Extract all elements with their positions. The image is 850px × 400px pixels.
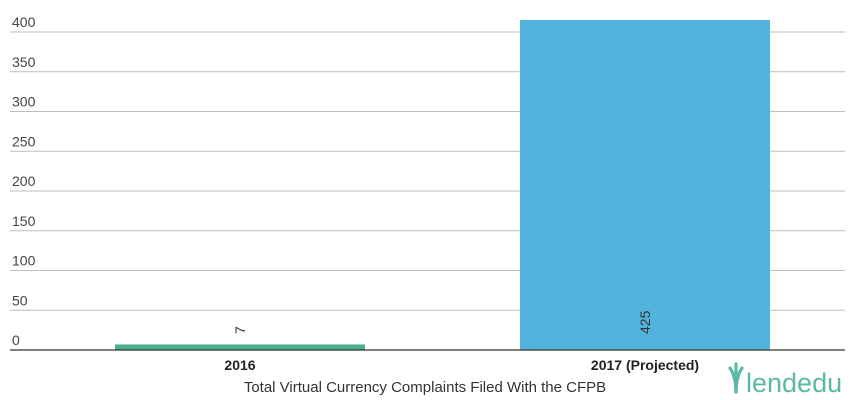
lendedu-logo-text: lendedu — [746, 368, 842, 398]
y-tick-label: 200 — [12, 173, 36, 189]
lendedu-logo: lendedu — [728, 362, 842, 398]
y-tick-label: 250 — [12, 133, 36, 149]
bar-1 — [115, 344, 365, 350]
bar-data-label: 425 — [637, 310, 653, 334]
y-tick-label: 50 — [12, 292, 28, 308]
y-tick-label: 150 — [12, 213, 36, 229]
bar-2 — [520, 20, 770, 350]
gridlines — [10, 31, 845, 311]
y-tick-label: 300 — [12, 94, 36, 110]
category-labels: 2016 2017 (Projected) — [224, 357, 699, 373]
x-category-label: 2016 — [224, 357, 255, 373]
y-tick-label: 400 — [12, 14, 36, 30]
lendedu-logo-icon — [728, 362, 744, 394]
bar-data-label: 7 — [232, 326, 248, 334]
y-tick-labels: 0 50 100 150 200 250 300 350 400 — [12, 14, 36, 348]
x-axis-title: Total Virtual Currency Complaints Filed … — [244, 379, 606, 396]
y-tick-label: 0 — [12, 332, 20, 348]
y-tick-label: 100 — [12, 253, 36, 269]
x-category-label: 2017 (Projected) — [591, 357, 699, 373]
y-tick-label: 350 — [12, 54, 36, 70]
bars: 7 425 — [115, 20, 770, 350]
